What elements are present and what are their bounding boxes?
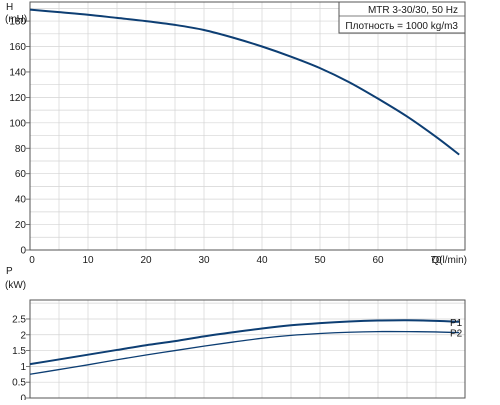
y-axis-unit: (kW) [5, 280, 26, 291]
plot-frame [29, 299, 466, 399]
y-tick-label: 120 [9, 93, 26, 104]
y-tick-label: 0 [20, 394, 26, 401]
y-tick-label: 80 [15, 144, 27, 155]
y-tick-label: 2.5 [12, 314, 26, 325]
y-axis-label: P [6, 266, 13, 277]
power-curve-p1 [29, 319, 460, 366]
x-tick-label: 10 [82, 255, 94, 266]
y-tick-label: 160 [9, 42, 26, 53]
series-label-p1: P1 [450, 318, 463, 329]
x-tick-label: 20 [140, 255, 152, 266]
y-axis-label: H [6, 2, 13, 13]
x-tick-label: 60 [372, 255, 384, 266]
x-axis-label: Q(l/min) [431, 255, 467, 266]
y-axis-unit: (mH) [5, 14, 27, 25]
power-curve-p2 [29, 330, 460, 375]
x-tick-label: 70 [430, 255, 442, 266]
y-tick-label: 0.5 [12, 378, 26, 389]
x-tick-label: 30 [198, 255, 210, 266]
y-tick-label: 2 [20, 330, 26, 341]
y-tick-label: 40 [15, 195, 27, 206]
y-tick-label: 20 [15, 220, 27, 231]
y-tick-label: 1 [20, 362, 26, 373]
series-label-p2: P2 [450, 329, 463, 340]
x-tick-label: 40 [256, 255, 268, 266]
y-tick-label: 180 [9, 17, 26, 28]
x-tick-label: 50 [314, 255, 326, 266]
y-tick-label: 140 [9, 67, 26, 78]
y-tick-label: 0 [20, 246, 26, 257]
pump-model-label: MTR 3-30/30, 50 Hz [368, 5, 458, 16]
y-tick-label: 100 [9, 118, 26, 129]
plot-frame [29, 1, 466, 251]
x-tick-label: 0 [29, 255, 35, 266]
y-tick-label: 60 [15, 169, 27, 180]
density-label: Плотность = 1000 kg/m3 [345, 21, 458, 32]
head-curve [29, 8, 460, 156]
head-plot: 0 20 40 60 80 100 120 140 160 180 0 10 20 30 40 50 60 70Q… [5, 1, 467, 266]
y-tick-label: 1.5 [12, 346, 26, 357]
info-box [338, 1, 466, 34]
